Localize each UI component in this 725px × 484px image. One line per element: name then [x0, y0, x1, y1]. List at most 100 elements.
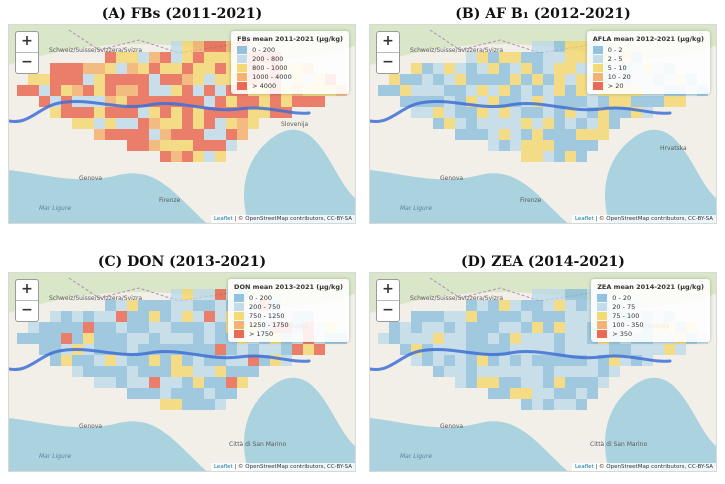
grid-cell [477, 311, 488, 322]
leaflet-link[interactable]: Leaflet [213, 464, 233, 470]
grid-cell [61, 311, 72, 322]
grid-cell [204, 311, 215, 322]
grid-cell [400, 322, 411, 333]
grid-cell [466, 333, 477, 344]
grid-cell [193, 41, 204, 52]
grid-cell [587, 118, 598, 129]
grid-cell [248, 355, 259, 366]
grid-cell [127, 107, 138, 118]
grid-cell [576, 344, 587, 355]
grid-cell [444, 322, 455, 333]
grid-cell [94, 96, 105, 107]
grid-cell [488, 322, 499, 333]
map[interactable]: + − DON mean 2013-2021 (µg/kg) 0 - 200 2… [8, 272, 356, 472]
grid-cell [116, 377, 127, 388]
map[interactable]: + − FBs mean 2011-2021 (µg/kg) 0 - 200 2… [8, 24, 356, 224]
grid-cell [510, 140, 521, 151]
grid-cell [455, 322, 466, 333]
grid-cell [488, 63, 499, 74]
grid-cell [83, 322, 94, 333]
grid-cell [532, 344, 543, 355]
grid-cell [543, 129, 554, 140]
grid-cell [565, 366, 576, 377]
grid-cell [466, 377, 477, 388]
grid-cell [116, 366, 127, 377]
grid-cell [510, 355, 521, 366]
attribution-text: | © OpenStreetMap contributors, CC-BY-SA [593, 464, 713, 470]
grid-cell [565, 63, 576, 74]
place-label: Schweiz/Suisse/Svizzera/Svizra [410, 47, 504, 54]
grid-cell [160, 300, 171, 311]
grid-cell [576, 311, 587, 322]
grid-cell [609, 118, 620, 129]
zoom-in-button[interactable]: + [382, 33, 394, 49]
grid-cell [488, 388, 499, 399]
grid-cell [204, 85, 215, 96]
grid-cell [499, 377, 510, 388]
grid-cell [171, 129, 182, 140]
grid-cell [39, 333, 50, 344]
grid-cell [149, 344, 160, 355]
grid-cell [226, 388, 237, 399]
grid-cell [422, 107, 433, 118]
grid-cell [477, 322, 488, 333]
grid-cell [94, 355, 105, 366]
legend-swatch [597, 329, 608, 338]
grid-cell [138, 107, 149, 118]
zoom-out-button[interactable]: − [377, 52, 399, 73]
grid-cell [138, 300, 149, 311]
grid-cell [444, 311, 455, 322]
grid-cell [433, 366, 444, 377]
grid-cell [576, 85, 587, 96]
grid-cell [182, 377, 193, 388]
grid-cell [532, 74, 543, 85]
grid-cell [532, 355, 543, 366]
grid-cell [303, 96, 314, 107]
leaflet-link[interactable]: Leaflet [213, 216, 233, 222]
zoom-in-button[interactable]: + [21, 33, 33, 49]
grid-cell [94, 74, 105, 85]
grid-cell [237, 366, 248, 377]
legend-item: 0 - 200 [234, 293, 343, 302]
grid-cell [28, 74, 39, 85]
grid-cell [171, 85, 182, 96]
grid-cell [215, 366, 226, 377]
map[interactable]: + − AFLA mean 2012-2021 (µg/kg) 0 - 2 2 … [369, 24, 717, 224]
grid-cell [83, 107, 94, 118]
map[interactable]: + − ZEA mean 2014-2021 (µg/kg) 0 - 20 20… [369, 272, 717, 472]
grid-cell [83, 355, 94, 366]
grid-cell [160, 311, 171, 322]
grid-cell [127, 140, 138, 151]
legend-swatch [597, 293, 608, 302]
zoom-in-button[interactable]: + [382, 281, 394, 297]
grid-cell [182, 151, 193, 162]
grid-cell [116, 74, 127, 85]
leaflet-link[interactable]: Leaflet [574, 464, 594, 470]
leaflet-link[interactable]: Leaflet [574, 216, 594, 222]
zoom-control: + − [376, 279, 400, 322]
legend-swatch [597, 311, 608, 320]
grid-cell [455, 366, 466, 377]
panel-title: (A) FBs (2011-2021) [101, 6, 263, 22]
grid-cell [149, 140, 160, 151]
zoom-out-button[interactable]: − [16, 300, 38, 321]
grid-cell [50, 74, 61, 85]
grid-cell [477, 377, 488, 388]
grid-cell [598, 366, 609, 377]
grid-cell [510, 129, 521, 140]
grid-cell [521, 118, 532, 129]
grid-cell [598, 344, 609, 355]
grid-cell [576, 377, 587, 388]
grid-cell [499, 129, 510, 140]
grid-cell [105, 63, 116, 74]
zoom-in-button[interactable]: + [21, 281, 33, 297]
grid-cell [488, 366, 499, 377]
grid-cell [609, 344, 620, 355]
grid-cell [477, 52, 488, 63]
zoom-out-button[interactable]: − [16, 52, 38, 73]
grid-cell [61, 333, 72, 344]
legend-swatch [234, 311, 245, 320]
zoom-out-button[interactable]: − [377, 300, 399, 321]
grid-cell [160, 355, 171, 366]
legend-label: 0 - 2 [607, 45, 623, 54]
